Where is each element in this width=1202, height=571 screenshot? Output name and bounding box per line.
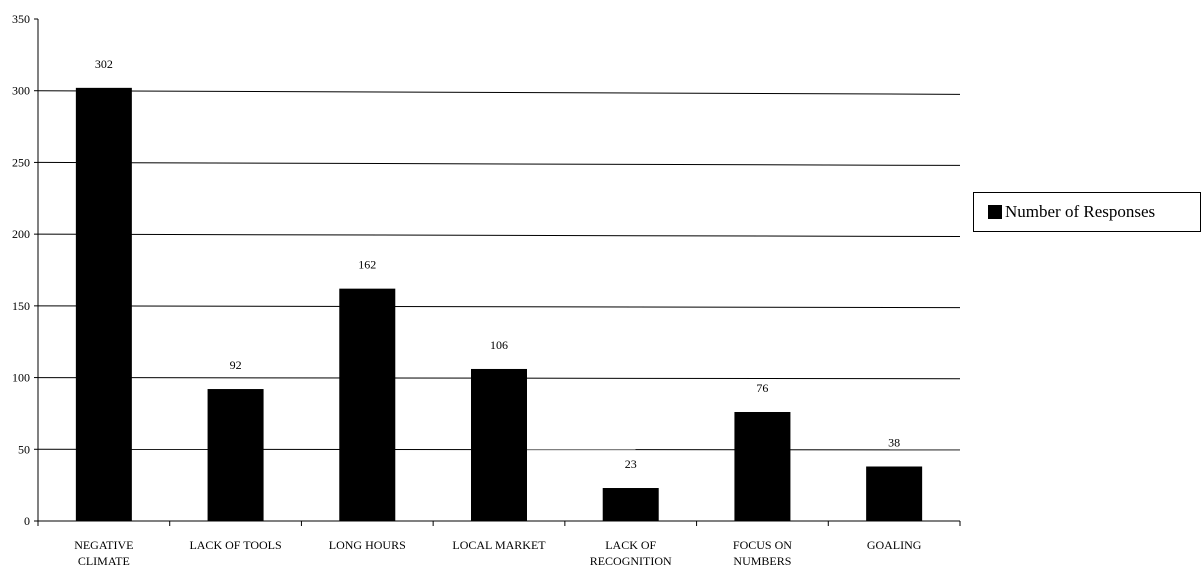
data-label: 106: [490, 338, 508, 352]
category-label: CLIMATE: [78, 554, 130, 568]
y-tick-label: 350: [12, 12, 30, 26]
bar: [75, 87, 132, 522]
y-tick-label: 0: [24, 514, 30, 528]
y-tick-label: 250: [12, 155, 30, 169]
bar: [734, 411, 791, 521]
legend: Number of Responses: [973, 192, 1201, 232]
category-label: LONG HOURS: [329, 538, 406, 552]
category-label: NEGATIVE: [74, 538, 133, 552]
bar: [602, 488, 659, 521]
bar: [339, 288, 396, 521]
data-labels: 302 92 162 106 23 76 38: [95, 57, 900, 471]
data-label: 92: [230, 358, 242, 372]
data-label: 76: [756, 381, 768, 395]
bar: [207, 389, 264, 521]
bars: [75, 87, 923, 522]
y-tick-label: 150: [12, 299, 30, 313]
gridlines: [37, 90, 961, 451]
y-tick-label: 50: [18, 442, 30, 456]
category-label: NUMBERS: [733, 554, 791, 568]
bar: [866, 466, 923, 521]
y-axis-ticks: 0 50 100 150 200 250 300 350: [12, 12, 38, 528]
gridline: [37, 90, 961, 95]
category-label: LACK OF: [605, 538, 656, 552]
bar: [471, 368, 527, 521]
category-label: LACK OF TOOLS: [189, 538, 281, 552]
data-label: 162: [358, 258, 376, 272]
y-tick-label: 100: [12, 371, 30, 385]
category-label: FOCUS ON: [733, 538, 792, 552]
category-label: GOALING: [867, 538, 922, 552]
y-tick-label: 300: [12, 84, 30, 98]
gridline: [37, 233, 961, 238]
category-label: LOCAL MARKET: [452, 538, 546, 552]
data-label: 23: [625, 457, 637, 471]
data-label: 38: [888, 435, 900, 449]
category-label: RECOGNITION: [590, 554, 672, 568]
legend-label: Number of Responses: [1005, 202, 1156, 221]
data-label: 302: [95, 57, 113, 71]
y-tick-label: 200: [12, 227, 30, 241]
legend-swatch: [988, 205, 1002, 219]
x-axis-labels: NEGATIVE CLIMATE LACK OF TOOLS LONG HOURS LO…: [74, 538, 922, 568]
gridline: [37, 161, 961, 166]
gridline: [37, 305, 961, 309]
